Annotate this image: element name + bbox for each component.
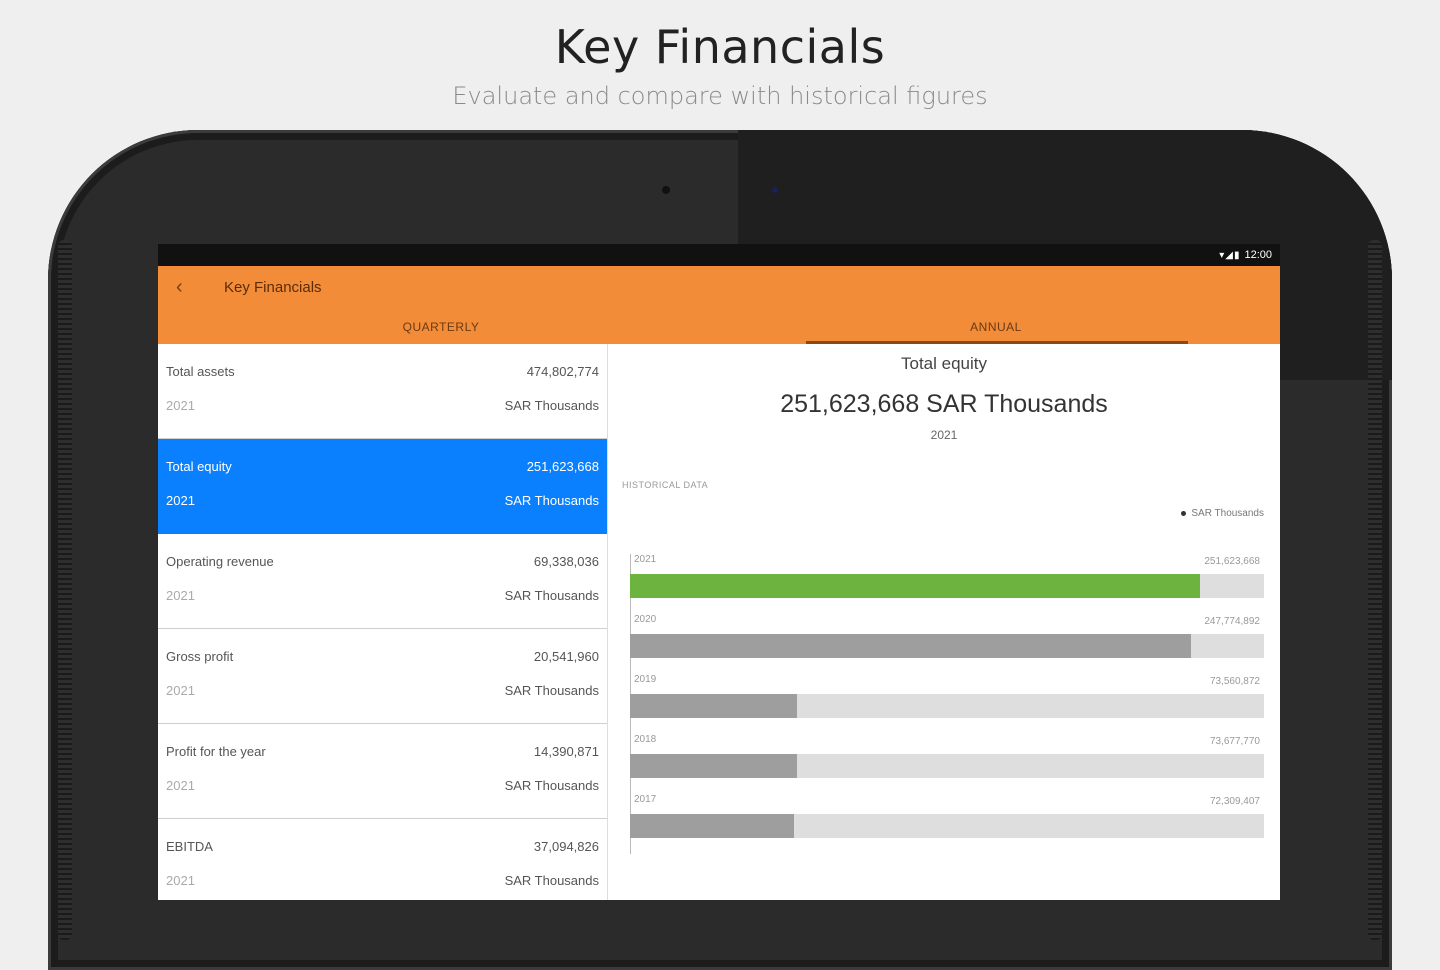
list-item-ebitda[interactable]: EBITDA 37,094,826 2021 SAR Thousands: [158, 819, 607, 900]
light-sensor: [772, 187, 778, 193]
metric-year: 2021: [166, 398, 195, 413]
metric-label: Operating revenue: [166, 554, 274, 569]
status-icons: ▾◢▮: [1219, 249, 1241, 261]
app-bar: ‹ Key Financials QUARTERLY ANNUAL: [158, 266, 1280, 344]
bar-category-label: 2019: [634, 674, 657, 685]
metric-unit: SAR Thousands: [504, 873, 599, 888]
bar-fill: [630, 574, 1200, 598]
metric-label: EBITDA: [166, 839, 213, 854]
chart-legend: SAR Thousands: [1181, 508, 1264, 519]
historical-bar-chart: 2021 251,623,668 2020 247,774,892 2019 73,560…: [630, 544, 1264, 844]
metric-year: 2021: [166, 493, 195, 508]
chevron-left-icon[interactable]: ‹: [176, 276, 183, 298]
bar-track: [630, 694, 1264, 718]
metric-year: 2021: [166, 588, 195, 603]
chart-bar-2021: 2021 251,623,668: [630, 544, 1264, 604]
tab-quarterly[interactable]: QUARTERLY: [402, 320, 480, 334]
metric-label: Total assets: [166, 364, 235, 379]
bar-value-label: 73,677,770: [1209, 736, 1260, 747]
metric-value: 20,541,960: [533, 649, 599, 664]
metric-year: 2021: [166, 778, 195, 793]
bar-category-label: 2018: [634, 734, 657, 745]
detail-value: 251,623,668 SAR Thousands: [780, 390, 1108, 418]
bar-value-label: 247,774,892: [1204, 616, 1260, 627]
front-camera: [662, 186, 670, 194]
list-item-operating-revenue[interactable]: Operating revenue 69,338,036 2021 SAR Th…: [158, 534, 607, 629]
bar-fill: [630, 694, 797, 718]
metric-label: Profit for the year: [166, 744, 266, 759]
metric-label: Total equity: [166, 459, 232, 474]
bar-value-label: 251,623,668: [1204, 556, 1260, 567]
legend-label: SAR Thousands: [1191, 508, 1264, 519]
metric-label: Gross profit: [166, 649, 234, 664]
status-time: 12:00: [1244, 249, 1272, 261]
metric-unit: SAR Thousands: [504, 588, 599, 603]
metric-year: 2021: [166, 873, 195, 888]
metric-unit: SAR Thousands: [504, 778, 599, 793]
chart-bar-2019: 2019 73,560,872: [630, 664, 1264, 724]
historical-data-label: HISTORICAL DATA: [622, 480, 709, 490]
bar-category-label: 2017: [634, 794, 657, 805]
metric-unit: SAR Thousands: [504, 493, 599, 508]
detail-panel: Total equity 251,623,668 SAR Thousands 2…: [608, 344, 1280, 900]
bar-category-label: 2020: [634, 614, 657, 625]
promo-subtitle: Evaluate and compare with historical fig…: [452, 82, 988, 110]
bar-track: [630, 634, 1264, 658]
status-bar: ▾◢▮ 12:00: [158, 244, 1280, 266]
bar-fill: [630, 754, 797, 778]
metric-value: 37,094,826: [533, 839, 599, 854]
detail-year: 2021: [930, 428, 958, 442]
metrics-list: Total assets 474,802,774 2021 SAR Thousa…: [158, 344, 608, 900]
app-bar-title: Key Financials: [224, 279, 322, 296]
bar-value-label: 72,309,407: [1209, 796, 1260, 807]
bar-value-label: 73,560,872: [1209, 676, 1260, 687]
bar-track: [630, 814, 1264, 838]
list-item-profit-for-the-year[interactable]: Profit for the year 14,390,871 2021 SAR …: [158, 724, 607, 819]
list-item-total-assets[interactable]: Total assets 474,802,774 2021 SAR Thousa…: [158, 344, 607, 439]
metric-unit: SAR Thousands: [504, 683, 599, 698]
metric-value: 14,390,871: [533, 744, 599, 759]
metric-value: 474,802,774: [526, 364, 599, 379]
speaker-grille-left: [58, 240, 72, 940]
bar-fill: [630, 634, 1191, 658]
chart-bar-2017: 2017 72,309,407: [630, 784, 1264, 844]
tab-annual[interactable]: ANNUAL: [970, 320, 1022, 334]
metric-value: 69,338,036: [533, 554, 599, 569]
promo-title: Key Financials: [554, 20, 886, 74]
detail-title: Total equity: [901, 354, 987, 373]
chart-bar-2018: 2018 73,677,770: [630, 724, 1264, 784]
bar-fill: [630, 814, 794, 838]
metric-year: 2021: [166, 683, 195, 698]
list-item-gross-profit[interactable]: Gross profit 20,541,960 2021 SAR Thousan…: [158, 629, 607, 724]
metric-unit: SAR Thousands: [504, 398, 599, 413]
bar-category-label: 2021: [634, 554, 657, 565]
tab-indicator: [806, 341, 1188, 344]
chart-bar-2020: 2020 247,774,892: [630, 604, 1264, 664]
app-screen: ▾◢▮ 12:00 ‹ Key Financials QUARTERLY ANN…: [158, 244, 1280, 900]
bar-track: [630, 574, 1264, 598]
metric-value: 251,623,668: [526, 459, 599, 474]
bar-track: [630, 754, 1264, 778]
list-item-total-equity[interactable]: Total equity 251,623,668 2021 SAR Thousa…: [158, 439, 607, 534]
legend-dot-icon: [1181, 511, 1187, 516]
speaker-grille-right: [1368, 240, 1382, 940]
